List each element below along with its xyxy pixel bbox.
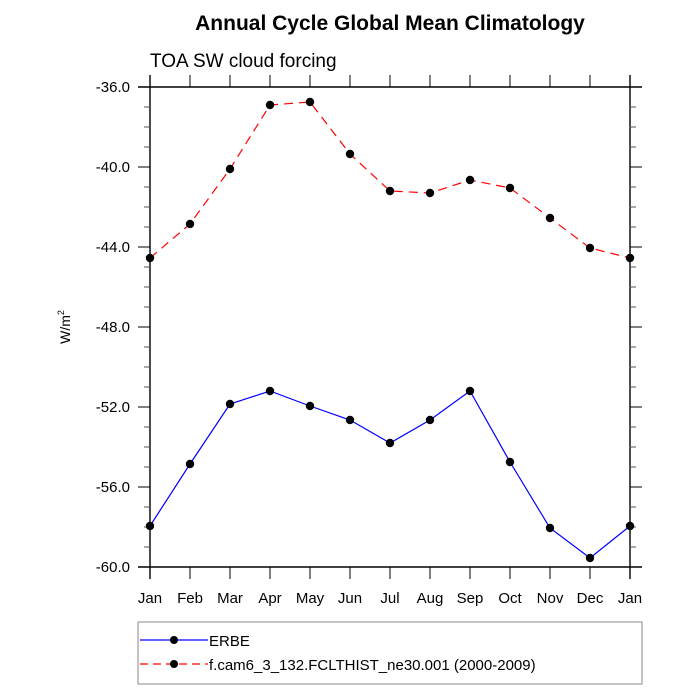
x-tick-label: Aug: [417, 590, 444, 607]
data-point: [625, 521, 635, 531]
x-tick-label: Mar: [217, 590, 243, 607]
data-point: [585, 553, 595, 563]
chart-subtitle: TOA SW cloud forcing: [150, 51, 337, 72]
x-tick-label: Feb: [177, 590, 203, 607]
x-tick-label: Dec: [577, 590, 604, 607]
data-point: [225, 164, 235, 174]
series-layer: [145, 97, 635, 563]
legend-label-erbe: ERBE: [209, 633, 250, 650]
legend-item-erbe: ERBE: [140, 633, 250, 650]
x-tick-label: Nov: [537, 590, 564, 607]
data-point: [185, 219, 195, 229]
series-line: [149, 101, 631, 259]
data-point: [465, 386, 475, 396]
axes: [138, 75, 642, 579]
data-point: [265, 100, 275, 110]
x-tick-label: Jul: [380, 590, 399, 607]
y-tick-labels: -36.0 -40.0 -44.0 -48.0 -52.0 -56.0 -60.0: [96, 79, 130, 576]
data-point: [185, 459, 195, 469]
y-axis-label-text: W/m: [57, 315, 73, 344]
legend-marker-model: [170, 660, 178, 668]
legend-label-model: f.cam6_3_132.FCLTHIST_ne30.001 (2000-200…: [209, 657, 536, 674]
legend: ERBE f.cam6_3_132.FCLTHIST_ne30.001 (200…: [137, 621, 643, 685]
series-0: [145, 386, 635, 563]
legend-item-model: f.cam6_3_132.FCLTHIST_ne30.001 (2000-200…: [140, 657, 536, 674]
series-1: [145, 97, 635, 263]
x-tick-label: Jan: [618, 590, 642, 607]
data-point: [545, 213, 555, 223]
data-point: [505, 457, 515, 467]
x-tick-labels: Jan Feb Mar Apr May Jun Jul Aug Sep Oct Nov Dec Jan: [138, 590, 642, 607]
legend-box: [137, 621, 643, 685]
data-point: [425, 188, 435, 198]
data-point: [305, 97, 315, 107]
y-tick-label: -60.0: [96, 559, 130, 576]
y-tick-label: -52.0: [96, 399, 130, 416]
x-tick-label: Oct: [498, 590, 522, 607]
data-point: [225, 399, 235, 409]
svg-text:W/m2: W/m2: [56, 310, 73, 344]
x-tick-label: Jun: [338, 590, 362, 607]
chart-title: Annual Cycle Global Mean Climatology: [195, 12, 585, 35]
y-tick-label: -56.0: [96, 479, 130, 496]
data-point: [265, 386, 275, 396]
data-point: [545, 523, 555, 533]
data-point: [305, 401, 315, 411]
data-point: [385, 438, 395, 448]
data-point: [425, 415, 435, 425]
x-tick-label: Apr: [258, 590, 281, 607]
data-point: [585, 243, 595, 253]
data-point: [345, 149, 355, 159]
data-point: [385, 186, 395, 196]
data-point: [145, 521, 155, 531]
data-point: [505, 183, 515, 193]
x-tick-label: Sep: [457, 590, 484, 607]
x-tick-label: May: [296, 590, 325, 607]
series-line: [149, 390, 631, 559]
y-axis-label: W/m2: [56, 310, 73, 344]
x-tick-label: Jan: [138, 590, 162, 607]
y-tick-label: -44.0: [96, 239, 130, 256]
y-axis-label-superscript: 2: [56, 310, 66, 315]
y-tick-label: -40.0: [96, 159, 130, 176]
data-point: [145, 253, 155, 263]
data-point: [625, 253, 635, 263]
legend-marker-erbe: [170, 636, 178, 644]
data-point: [465, 175, 475, 185]
y-tick-label: -36.0: [96, 79, 130, 96]
y-tick-label: -48.0: [96, 319, 130, 336]
data-point: [345, 415, 355, 425]
